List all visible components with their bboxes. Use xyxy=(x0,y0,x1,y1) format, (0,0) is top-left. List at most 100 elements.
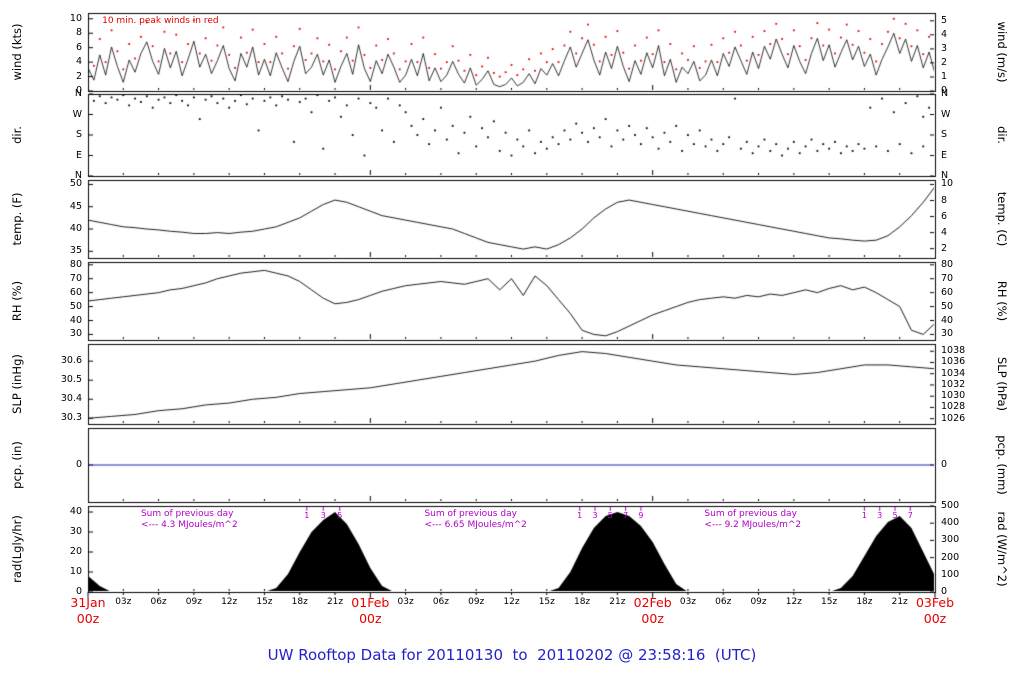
axis-title-left: pcp. (in) xyxy=(10,441,24,489)
y-tick-label: S xyxy=(941,129,948,140)
x-day-sublabel: 00z xyxy=(641,611,664,626)
x-tick-label: 09z xyxy=(750,597,767,607)
rad-sun-marker: 5 xyxy=(892,511,898,520)
rad-sum-line1: Sum of previous day xyxy=(424,509,517,519)
y-tick-label: N xyxy=(941,170,949,181)
x-tick-label: 21z xyxy=(609,597,626,607)
axis-title-left: RH (%) xyxy=(10,280,24,322)
y-tick-label: W xyxy=(941,108,951,120)
x-tick-label: 15z xyxy=(256,597,273,607)
axis-title-right: SLP (hPa) xyxy=(995,356,1009,412)
axis-title-right: wind (m/s) xyxy=(995,21,1009,83)
x-tick-label: 21z xyxy=(891,597,908,607)
y-tick-label: 10 xyxy=(69,566,82,577)
x-tick-label: 12z xyxy=(221,597,238,607)
x-day-sublabel: 00z xyxy=(76,611,100,626)
rad-sum-annotation: Sum of previous day <--- 6.65 MJoules/m^… xyxy=(424,509,526,531)
y-tick-label: E xyxy=(941,149,948,161)
axis-title-right: rad (W/m^2) xyxy=(995,511,1009,587)
rad-sun-marker: 1 xyxy=(577,511,583,520)
y-tick-label: N xyxy=(74,170,82,181)
y-tick-label: 10 xyxy=(941,178,954,190)
y-tick-label: 0 xyxy=(75,586,82,597)
y-tick-label: 400 xyxy=(941,517,960,529)
y-tick-label: 30 xyxy=(941,328,954,340)
y-tick-label: 6 xyxy=(75,41,82,53)
x-tick-label: 21z xyxy=(326,597,344,607)
y-tick-label: 2 xyxy=(75,70,82,82)
y-tick-label: 80 xyxy=(69,258,82,270)
y-tick-label: 1028 xyxy=(941,401,966,413)
y-tick-label: 50 xyxy=(69,300,82,312)
rad-sum-annotation: Sum of previous day <--- 4.3 MJoules/m^2 xyxy=(141,509,238,531)
x-tick-label: 12z xyxy=(503,597,520,607)
x-tick-label: 06z xyxy=(432,597,449,607)
axis-title-left: rad(Lgly/hr) xyxy=(10,515,24,583)
y-tick-label: 3 xyxy=(941,42,948,54)
y-tick-label: 4 xyxy=(941,226,948,238)
y-tick-label: 1026 xyxy=(941,412,966,424)
axis-title-left: SLP (inHg) xyxy=(10,354,24,414)
y-tick-label: N xyxy=(74,88,82,99)
y-tick-label: 100 xyxy=(941,568,960,580)
x-tick-label: 06z xyxy=(150,597,167,607)
rad-sum-line2: <--- 4.3 MJoules/m^2 xyxy=(140,520,238,530)
x-day-label: 31Jan xyxy=(70,595,106,610)
y-tick-label: 40 xyxy=(69,506,82,517)
y-tick-label: E xyxy=(75,149,82,161)
y-tick-label: W xyxy=(72,108,82,120)
y-tick-label: 1038 xyxy=(941,345,966,357)
y-tick-label: N xyxy=(941,88,949,99)
x-tick-label: 03z xyxy=(397,597,414,607)
y-tick-label: 0 xyxy=(941,85,948,96)
x-day-label: 01Feb xyxy=(351,595,390,610)
y-tick-label: 30.6 xyxy=(60,355,82,367)
y-tick-label: 1032 xyxy=(941,378,966,390)
axis-title-left: temp. (F) xyxy=(10,192,24,246)
x-day-sublabel: 00z xyxy=(359,611,382,626)
y-tick-label: 0 xyxy=(941,459,948,470)
rad-sum-line2: <--- 9.2 MJoules/m^2 xyxy=(704,520,802,530)
rad-sun-marker: 7 xyxy=(623,511,629,520)
y-tick-label: 2 xyxy=(941,242,948,254)
y-tick-label: 0 xyxy=(941,586,948,597)
y-tick-label: 40 xyxy=(69,314,82,326)
y-tick-label: 40 xyxy=(941,314,954,326)
rad-sun-marker: 3 xyxy=(592,511,598,520)
y-tick-label: 200 xyxy=(941,551,960,563)
y-tick-label: 30.5 xyxy=(60,374,82,386)
x-tick-label: 12z xyxy=(785,597,802,607)
y-tick-label: 1034 xyxy=(941,367,966,379)
axis-title-right: pcp. (mm) xyxy=(995,435,1009,495)
y-tick-label: 8 xyxy=(941,194,948,206)
y-tick-label: 0 xyxy=(75,459,82,470)
y-tick-label: 70 xyxy=(69,272,82,284)
y-tick-label: 1036 xyxy=(941,356,966,368)
y-tick-label: S xyxy=(75,129,82,140)
y-tick-label: 5 xyxy=(941,14,948,26)
y-tick-label: 60 xyxy=(941,286,954,298)
y-tick-label: 30.3 xyxy=(60,412,82,424)
x-day-label: 03Feb xyxy=(915,595,955,610)
x-tick-label: 09z xyxy=(468,597,485,607)
x-tick-label: 15z xyxy=(821,597,838,607)
axis-title-left: dir. xyxy=(10,126,24,144)
y-tick-label: 1030 xyxy=(941,390,966,402)
x-tick-label: 18z xyxy=(573,597,591,607)
x-day-sublabel: 00z xyxy=(923,611,947,626)
y-tick-label: 30 xyxy=(69,526,82,537)
x-tick-label: 18z xyxy=(856,597,873,607)
y-tick-label: 20 xyxy=(69,546,82,557)
y-tick-label: 80 xyxy=(941,258,954,270)
y-tick-label: 0 xyxy=(75,85,82,96)
rad-sum-line2: <--- 6.65 MJoules/m^2 xyxy=(424,520,527,530)
rad-sum-line1: Sum of previous day xyxy=(704,509,797,519)
y-tick-label: 300 xyxy=(941,534,960,546)
y-tick-label: 10 xyxy=(69,12,82,24)
rad-sun-marker: 1 xyxy=(861,511,867,520)
rad-sun-marker: 5 xyxy=(607,511,613,520)
y-tick-label: 50 xyxy=(69,178,82,190)
axis-title-left: wind (kts) xyxy=(10,23,24,81)
